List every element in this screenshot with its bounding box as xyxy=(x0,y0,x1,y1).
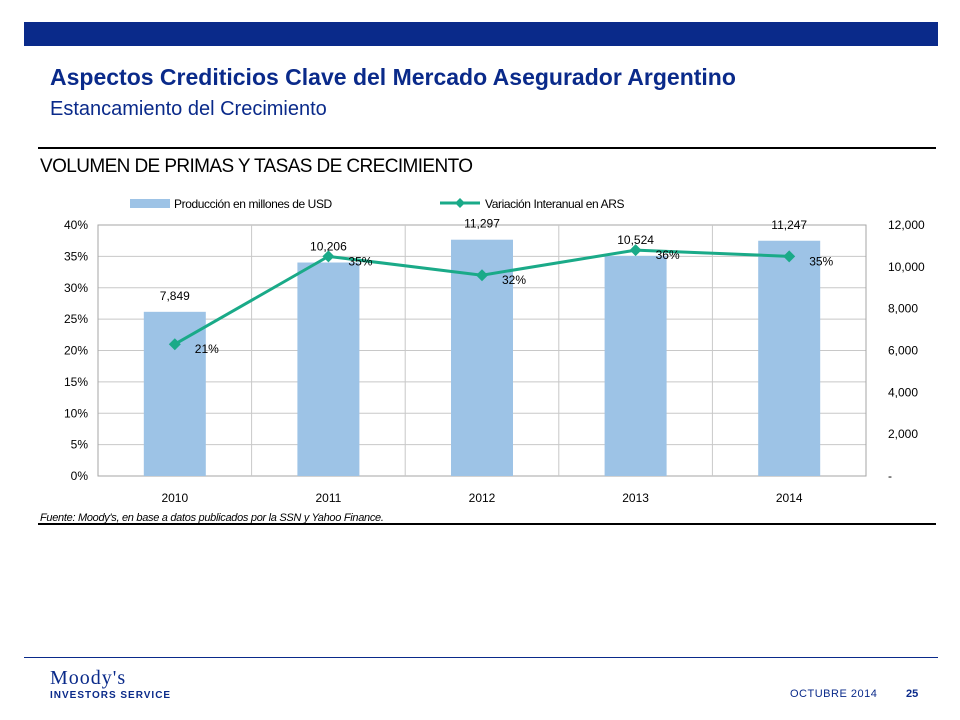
y-left-tick-label: 35% xyxy=(64,249,88,263)
logo-tagline: INVESTORS SERVICE xyxy=(50,690,172,701)
y-left-tick-label: 30% xyxy=(64,281,88,295)
moodys-logo: Moody's INVESTORS SERVICE xyxy=(50,668,175,708)
line-point-2010 xyxy=(168,338,181,351)
y-right-tick-label: 6,000 xyxy=(888,344,918,358)
y-right-tick-label: 10,000 xyxy=(888,260,925,274)
line-value-label: 21% xyxy=(195,342,219,356)
legend-label-bar: Producción en millones de USD xyxy=(174,197,333,211)
line-value-label: 35% xyxy=(809,254,833,268)
x-tick-label: 2014 xyxy=(776,491,803,505)
combo-chart: 0% 5% 10% 15% 20% 25% 30% 35% 40% - 2,000 4,000 6,00… xyxy=(64,197,925,505)
bar-2011 xyxy=(297,262,360,476)
x-tick-label: 2012 xyxy=(469,491,496,505)
y-left-tick-label: 10% xyxy=(64,406,88,420)
y-left-tick-label: 0% xyxy=(71,469,89,483)
chart-title: VOLUMEN DE PRIMAS Y TASAS DE CRECIMIENTO xyxy=(40,156,473,177)
bar-2014 xyxy=(758,240,821,476)
bar-value-label: 7,849 xyxy=(160,289,190,303)
logo-wordmark: Moody's xyxy=(50,667,127,689)
line-point-2012 xyxy=(476,269,488,282)
header-bar xyxy=(24,22,938,46)
source-note: Fuente: Moody's, en base a datos publica… xyxy=(40,512,384,524)
y-right-tick-label: 2,000 xyxy=(888,427,918,441)
bar-value-label: 10,206 xyxy=(310,240,347,254)
page-subtitle: Estancamiento del Crecimiento xyxy=(50,98,327,120)
bar-value-label: 11,297 xyxy=(464,217,500,231)
bar-value-label: 11,247 xyxy=(771,218,807,232)
divider-top xyxy=(38,147,936,149)
legend-label-line: Variación Interanual en ARS xyxy=(485,197,624,211)
y-left-tick-label: 40% xyxy=(64,218,88,232)
bar-2010 xyxy=(143,311,206,476)
line-point-2014 xyxy=(783,250,796,263)
page-number: 25 xyxy=(906,688,919,700)
line-value-label: 32% xyxy=(502,273,526,287)
y-right-tick-label: 8,000 xyxy=(888,302,918,316)
line-point-2011 xyxy=(322,250,335,263)
y-right-tick-label: 4,000 xyxy=(888,385,918,399)
y-left-tick-label: 25% xyxy=(64,312,88,326)
bar-2013 xyxy=(604,255,667,476)
line-point-2013 xyxy=(629,244,642,257)
y-left-tick-label: 5% xyxy=(71,438,89,452)
x-tick-label: 2010 xyxy=(161,491,188,505)
footer-rule xyxy=(24,657,938,658)
legend-swatch-bar xyxy=(130,199,170,208)
x-tick-label: 2011 xyxy=(315,491,341,505)
legend-marker-line xyxy=(455,198,465,208)
y-right-tick-label: 12,000 xyxy=(888,218,925,232)
page-title: Aspectos Crediticios Clave del Mercado A… xyxy=(50,64,736,90)
y-right-tick-label: - xyxy=(888,469,892,483)
y-left-tick-label: 15% xyxy=(64,375,88,389)
line-value-label: 36% xyxy=(656,248,680,262)
x-tick-label: 2013 xyxy=(622,491,649,505)
bar-value-label: 10,524 xyxy=(617,233,654,247)
line-value-label: 35% xyxy=(348,254,372,268)
y-left-tick-label: 20% xyxy=(64,344,88,358)
divider-bottom xyxy=(38,523,936,525)
footer-date: OCTUBRE 2014 xyxy=(790,688,878,700)
